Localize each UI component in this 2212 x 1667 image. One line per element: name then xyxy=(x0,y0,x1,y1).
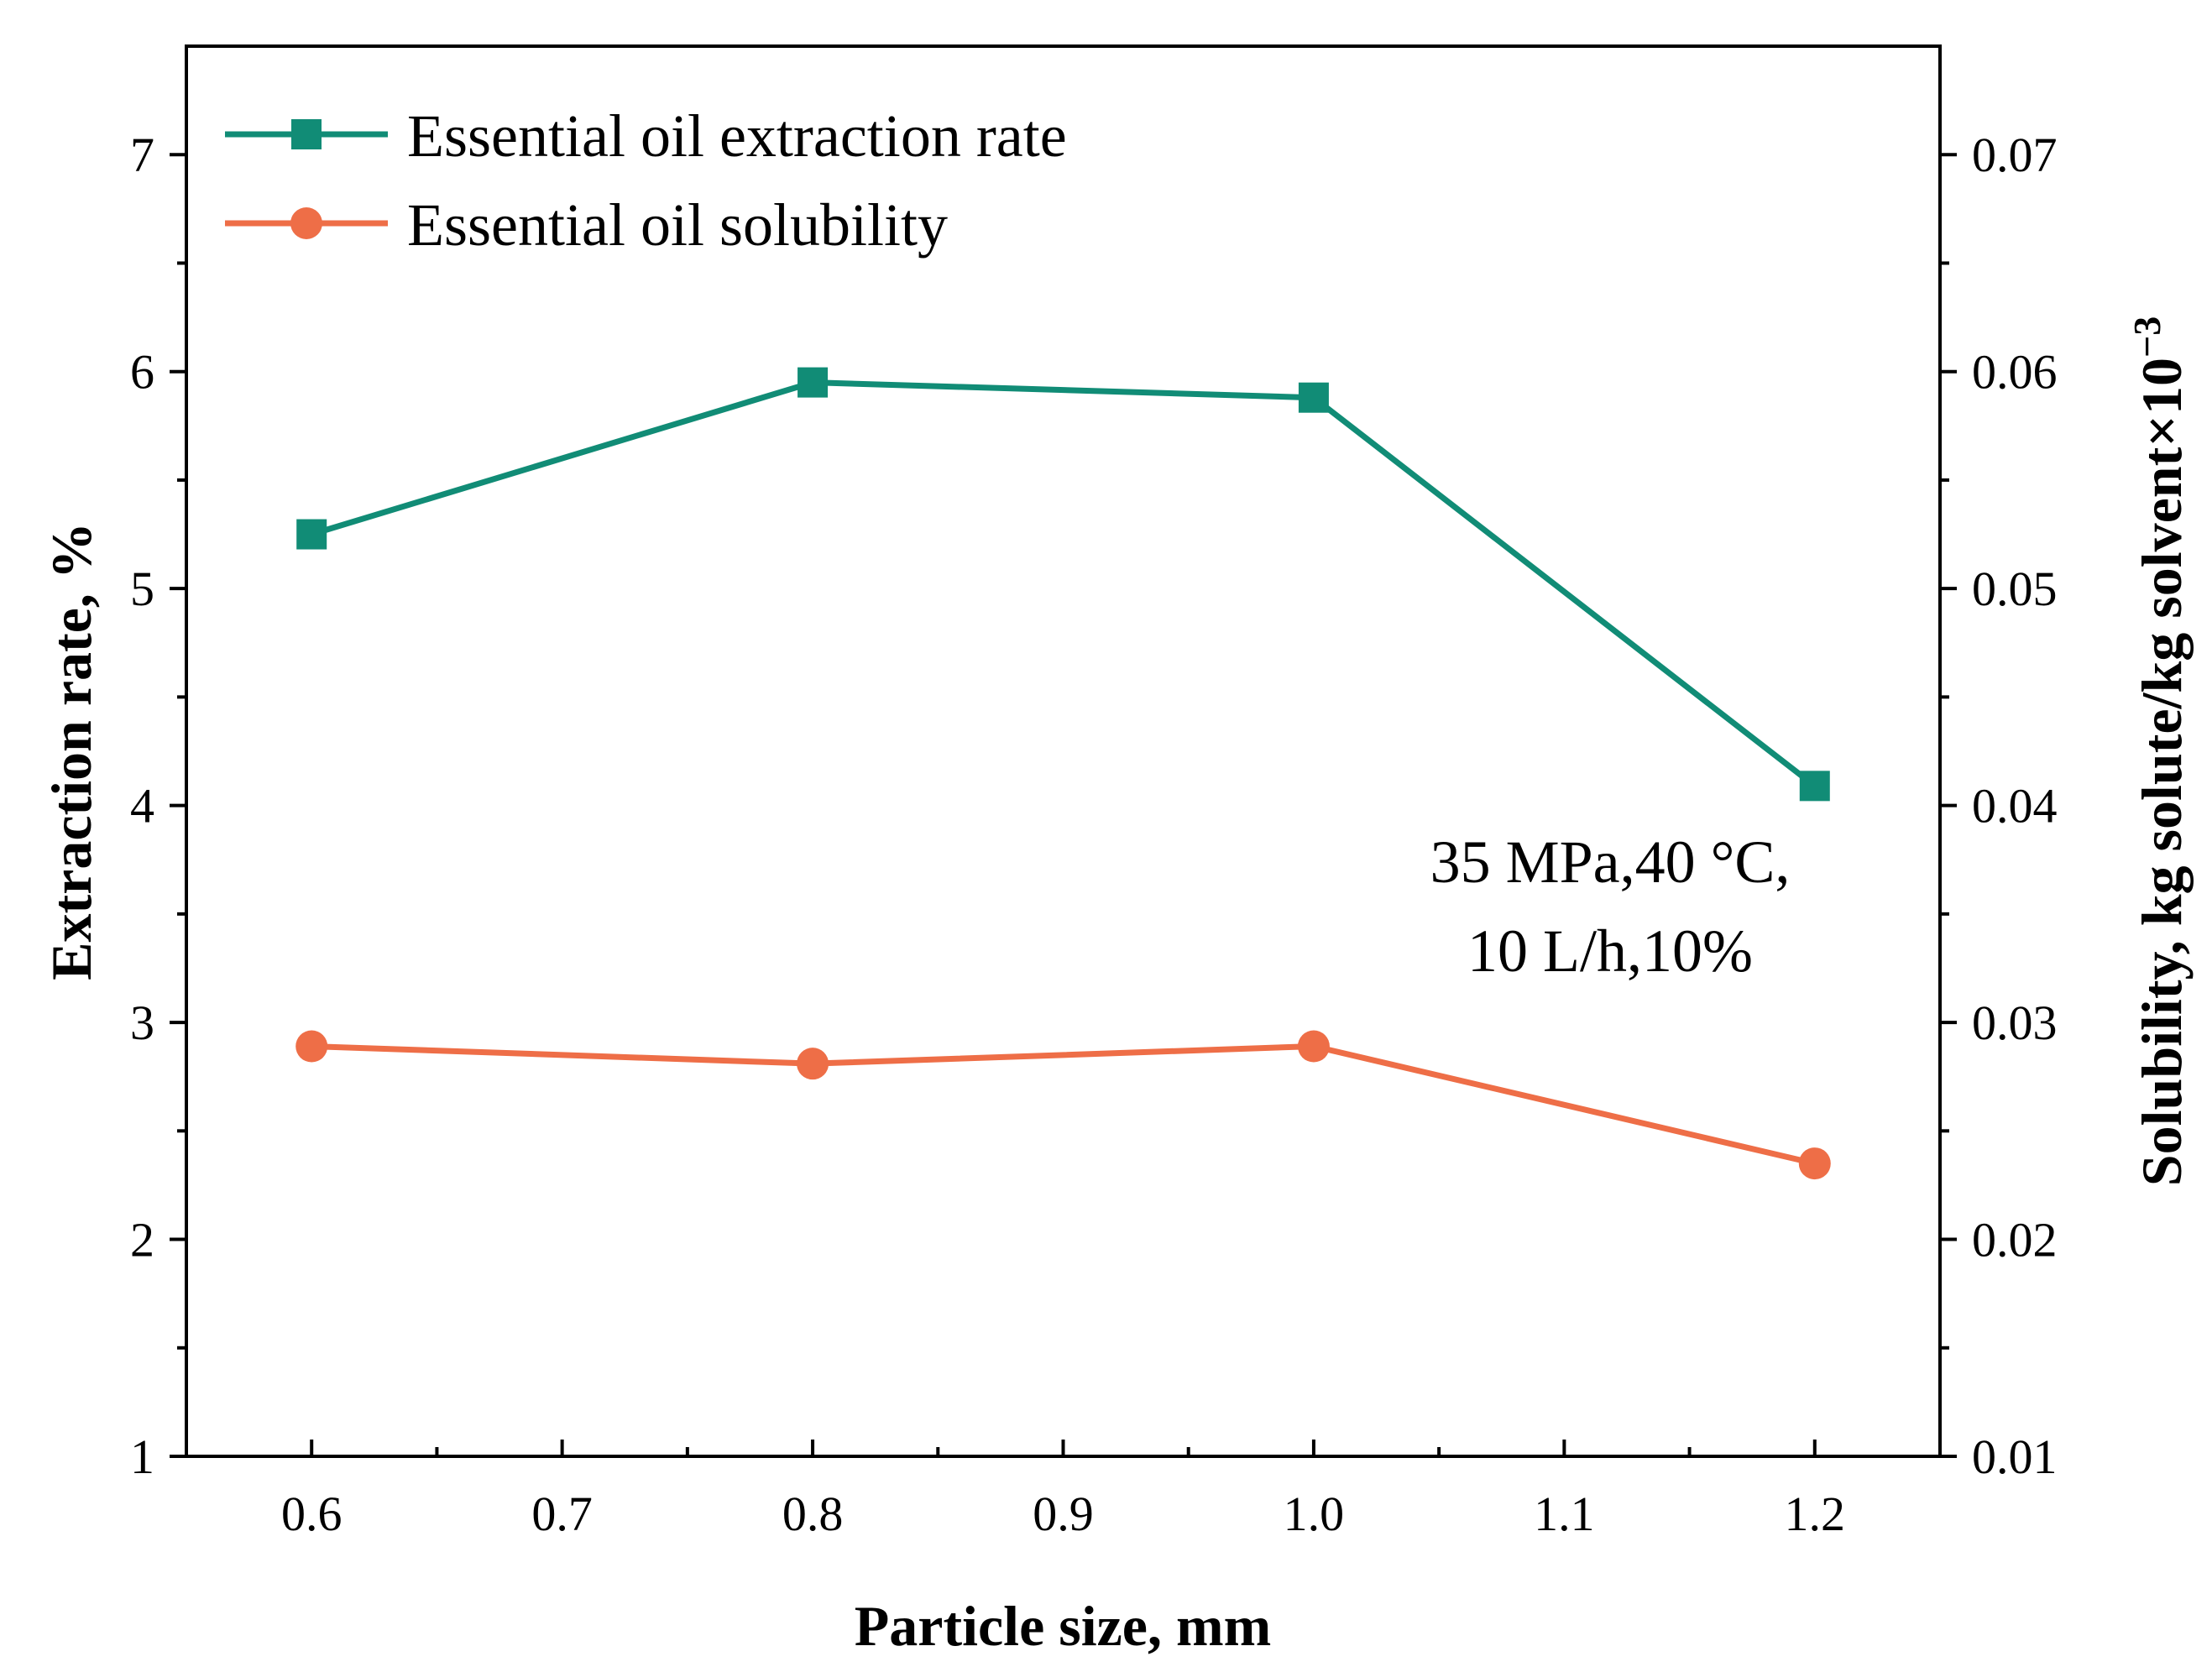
condition-annotation-line-1: 35 MPa,40 °C, xyxy=(1430,828,1791,896)
y-tick-label: 4 xyxy=(130,779,154,834)
y2-tick-label: 0.02 xyxy=(1972,1213,2058,1267)
y2-axis-title: Solubility, kg solute/kg solvent×10−3 xyxy=(2126,316,2194,1186)
y-tick-label: 6 xyxy=(130,345,154,400)
x-tick-label: 1.1 xyxy=(1534,1487,1595,1541)
y2-axis-title-exponent: −3 xyxy=(2126,316,2168,358)
y2-tick-label: 0.03 xyxy=(1972,995,2058,1050)
series-extraction-rate xyxy=(296,367,1830,802)
legend-marker-square xyxy=(291,119,322,149)
legend: Essential oil extraction rate Essential … xyxy=(225,102,1067,259)
data-point-circle xyxy=(1798,1147,1831,1180)
x-tick-label: 0.8 xyxy=(782,1487,844,1541)
data-point-square xyxy=(1298,382,1329,413)
y2-tick-label: 0.04 xyxy=(1972,779,2058,834)
ticks: 0.6 0.7 0.8 0.9 1.0 1.1 1.2 1 2 3 4 5 6 7 0.01 0.02 0.03… xyxy=(130,128,2058,1541)
data-point-square xyxy=(797,367,829,398)
series-solubility xyxy=(295,1030,1831,1180)
legend-marker-circle xyxy=(290,207,322,239)
y-axis-title: Extraction rate, % xyxy=(39,522,103,980)
data-point-circle xyxy=(797,1048,829,1080)
y-tick-label: 1 xyxy=(130,1429,154,1484)
data-point-square xyxy=(1799,771,1830,802)
x-tick-label: 1.0 xyxy=(1284,1487,1345,1541)
series-line xyxy=(311,379,1817,789)
x-tick-label: 0.6 xyxy=(281,1487,343,1541)
x-tick-label: 0.9 xyxy=(1033,1487,1094,1541)
y2-tick-label: 0.01 xyxy=(1972,1429,2058,1484)
y2-tick-label: 0.07 xyxy=(1972,128,2058,182)
data-point-circle xyxy=(1297,1030,1330,1063)
y-tick-label: 7 xyxy=(130,128,154,182)
series-line xyxy=(311,1043,1816,1167)
legend-label-extraction-rate: Essential oil extraction rate xyxy=(407,102,1067,170)
x-axis-title: Particle size, mm xyxy=(855,1594,1272,1658)
data-point-circle xyxy=(295,1030,328,1063)
y2-tick-label: 0.06 xyxy=(1972,345,2058,400)
condition-annotation-line-2: 10 L/h,10% xyxy=(1467,917,1753,985)
legend-label-solubility: Essential oil solubility xyxy=(407,191,948,259)
y-tick-label: 3 xyxy=(130,995,154,1050)
y2-tick-label: 0.05 xyxy=(1972,562,2058,616)
x-tick-label: 0.7 xyxy=(531,1487,593,1541)
data-point-square xyxy=(296,519,327,550)
y-tick-label: 2 xyxy=(130,1213,154,1267)
x-tick-label: 1.2 xyxy=(1785,1487,1846,1541)
y-tick-label: 5 xyxy=(130,562,154,616)
y2-axis-title-base: Solubility, kg solute/kg solvent×10 xyxy=(2130,358,2194,1186)
series-layer xyxy=(295,367,1831,1180)
